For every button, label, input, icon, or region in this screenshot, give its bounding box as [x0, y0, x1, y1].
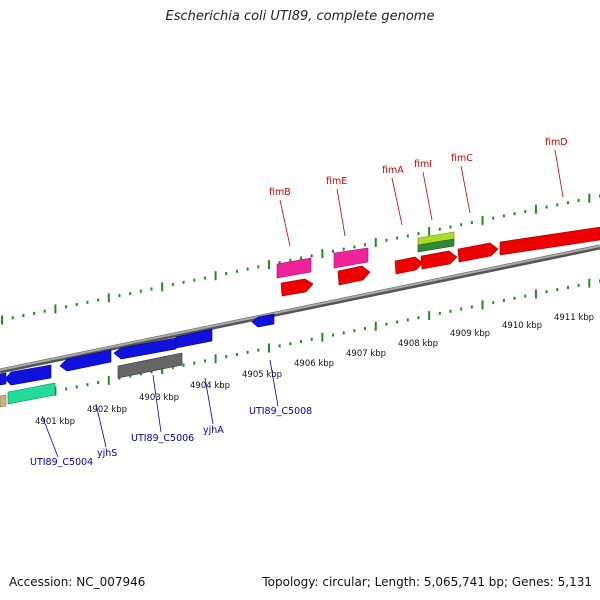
scale-label: 4904 kbp [190, 381, 230, 391]
scale-label: 4903 kbp [139, 393, 179, 403]
scale-label: 4902 kbp [87, 405, 127, 415]
genome-summary-text: Topology: circular; Length: 5,065,741 bp… [262, 575, 592, 589]
gene-label-fimD[interactable]: fimD [545, 137, 568, 148]
gene-label-UTI89_C5008[interactable]: UTI89_C5008 [249, 406, 312, 417]
gene-label-fimC[interactable]: fimC [451, 153, 473, 164]
forward-gene-labels: fimB fimE fimA fimI fimC fimD [269, 137, 568, 247]
scale-label: 4906 kbp [294, 359, 334, 369]
gene-feature-yjhS[interactable] [59, 349, 112, 372]
gene-leader-line [460, 165, 471, 214]
gene-feature-fimI-green[interactable] [417, 238, 455, 253]
gene-label-UTI89_C5006[interactable]: UTI89_C5006 [131, 433, 194, 444]
gene-label-fimE[interactable]: fimE [326, 176, 347, 187]
gene-feature-fimE-pink[interactable] [333, 247, 369, 269]
outer-tick-ring [1, 193, 600, 325]
gene-feature-tan[interactable] [0, 394, 7, 408]
gene-leader-line [422, 171, 433, 221]
gene-feature-fimD[interactable] [499, 226, 600, 256]
gene-leader-line [152, 374, 162, 433]
scale-labels: 4901 kbp 4902 kbp 4903 kbp 4904 kbp 4905 kbp… [35, 313, 594, 427]
gene-leader-line [204, 377, 214, 425]
scale-label: 4908 kbp [398, 339, 438, 349]
gene-leader-line [95, 403, 107, 448]
gene-label-yjhS[interactable]: yjhS [97, 448, 117, 459]
accession-text: Accession: NC_007946 [9, 575, 146, 589]
gene-label-fimB[interactable]: fimB [269, 187, 291, 198]
gene-feature-UTI89_C5004[interactable] [4, 364, 52, 386]
gene-label-yjhA[interactable]: yjhA [203, 425, 224, 436]
scale-label: 4909 kbp [450, 329, 490, 339]
gene-feature-fimE[interactable] [337, 265, 371, 286]
gene-leader-line [41, 415, 59, 458]
inner-tick-ring [1, 278, 600, 407]
gene-leader-line [554, 149, 564, 198]
gene-feature-UTI89_C5008[interactable] [251, 313, 275, 328]
gene-label-fimI[interactable]: fimI [414, 159, 432, 170]
gene-feature-fimB-pink[interactable] [276, 257, 312, 279]
gene-feature-fimB[interactable] [280, 278, 314, 297]
scale-label: 4910 kbp [502, 321, 542, 331]
reverse-gene-labels: UTI89_C5004 yjhS UTI89_C5006 yjhA UTI89_C500… [30, 359, 312, 468]
gene-feature-gray[interactable] [117, 352, 183, 379]
scale-label: 4901 kbp [35, 417, 75, 427]
reverse-feature-track [0, 313, 275, 408]
gene-feature-yjhA[interactable] [175, 328, 213, 349]
gene-feature-UTI89_C5006[interactable] [113, 337, 177, 360]
scale-label: 4911 kbp [554, 313, 594, 323]
scale-label: 4905 kbp [242, 370, 282, 380]
gene-leader-line [336, 188, 346, 237]
gene-feature-fimC[interactable] [457, 242, 499, 263]
gene-feature-teal[interactable] [7, 382, 56, 405]
map-title: Escherichia coli UTI89, complete genome [165, 9, 435, 24]
gene-feature-left-edge-blue[interactable] [0, 372, 7, 386]
gene-leader-line [391, 177, 403, 226]
scale-label: 4907 kbp [346, 349, 386, 359]
gene-leader-line [279, 199, 291, 247]
gene-label-fimA[interactable]: fimA [382, 165, 404, 176]
gene-leader-line [269, 359, 279, 407]
gene-feature-fimI[interactable] [420, 250, 458, 270]
genome-backbone [0, 244, 600, 374]
gene-label-UTI89_C5004[interactable]: UTI89_C5004 [30, 457, 93, 468]
gene-feature-fimA[interactable] [394, 256, 424, 275]
forward-feature-track [276, 226, 600, 297]
